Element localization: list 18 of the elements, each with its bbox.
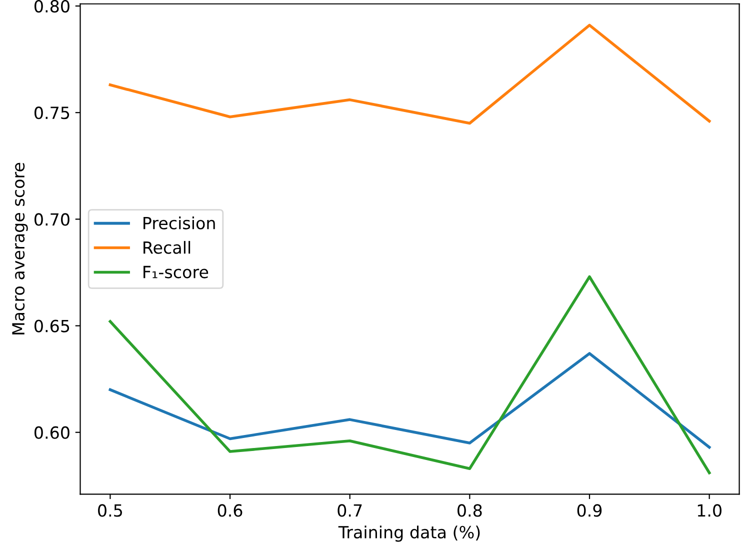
x-axis-title: Training data (%) [338, 526, 480, 542]
legend-label: F₁-score [144, 266, 208, 278]
x-tick-label: 1.0 [698, 504, 722, 517]
x-tick-label: 0.7 [338, 504, 362, 517]
y-tick-label: 0.80 [34, 0, 70, 13]
y-tick-label: 0.70 [34, 213, 70, 226]
x-tick-label: 0.8 [458, 504, 482, 517]
y-tick-label: 0.75 [34, 106, 70, 120]
line-series [108, 352, 711, 449]
y-axis-title: Macro average score [12, 162, 28, 334]
line-series [108, 24, 711, 125]
y-tick-label: 0.60 [34, 426, 70, 439]
x-tick-label: 0.9 [577, 504, 602, 517]
x-tick-label: 0.6 [218, 504, 242, 517]
legend-label: Precision [144, 216, 215, 230]
x-tick-label: 0.5 [98, 504, 122, 517]
legend-label: Recall [144, 240, 190, 254]
y-tick-label: 0.65 [34, 320, 70, 332]
